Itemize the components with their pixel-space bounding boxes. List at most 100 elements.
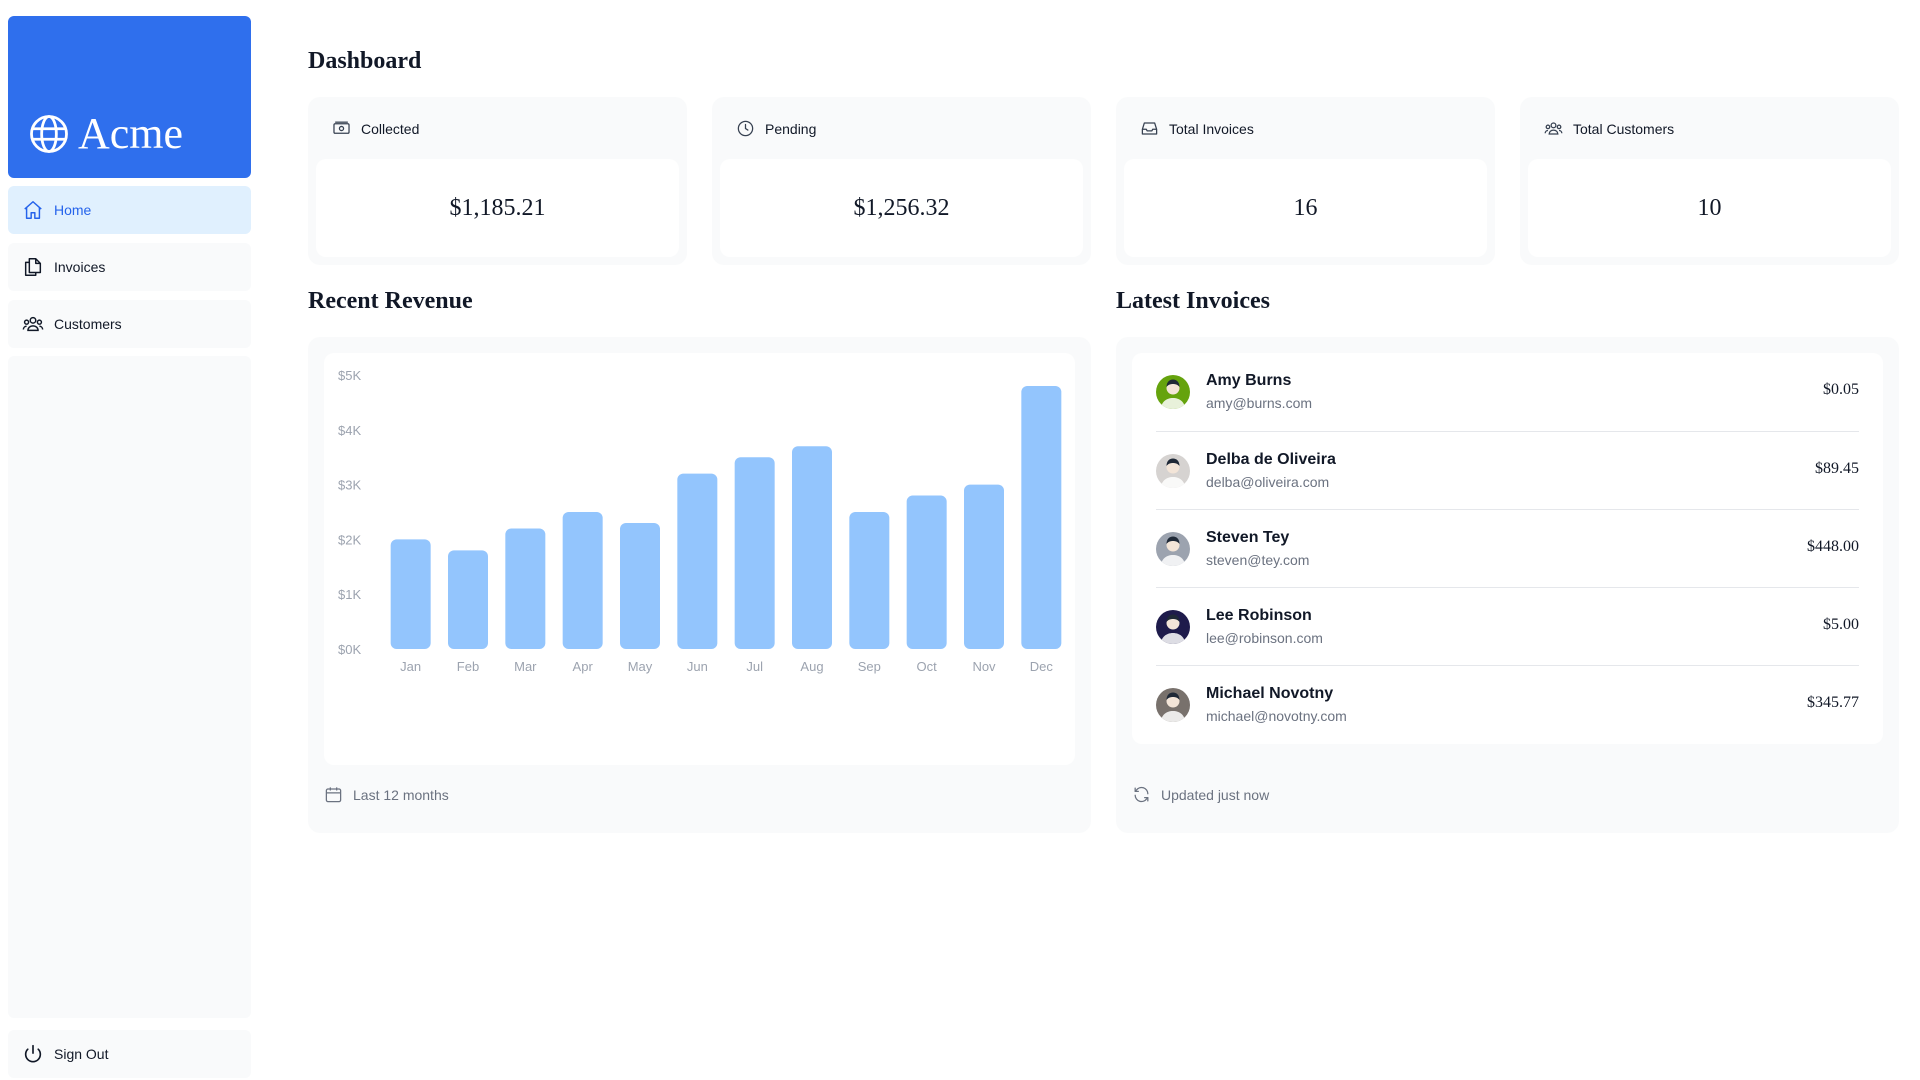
sidebar-spacer	[8, 356, 251, 1018]
card-collected: Collected $1,185.21	[308, 97, 687, 265]
revenue-bar-nov	[964, 484, 1004, 649]
invoice-customer-name: Lee Robinson	[1206, 607, 1312, 624]
x-tick-label: Apr	[573, 659, 594, 674]
invoice-customer-email: steven@tey.com	[1206, 552, 1310, 568]
x-tick-label: Mar	[514, 659, 537, 674]
invoice-amount: $0.05	[1823, 381, 1859, 398]
sidebar-item-home[interactable]: Home	[8, 186, 251, 234]
latest-invoices-title: Latest Invoices	[1116, 288, 1270, 314]
invoice-amount: $5.00	[1823, 616, 1859, 633]
invoice-customer-name: Delba de Oliveira	[1206, 451, 1336, 468]
avatar	[1156, 532, 1190, 566]
invoice-row[interactable]: Amy Burns amy@burns.com $0.05	[1156, 353, 1859, 431]
power-icon	[24, 1044, 42, 1063]
invoice-amount: $89.45	[1815, 460, 1859, 477]
latest-invoices-panel: Amy Burns amy@burns.com $0.05 Delba de O…	[1116, 337, 1899, 833]
invoice-customer-email: michael@novotny.com	[1206, 708, 1347, 724]
calendar-icon	[325, 787, 342, 803]
y-tick-label: $3K	[338, 478, 361, 493]
invoice-customer-name: Amy Burns	[1206, 372, 1292, 389]
sign-out-button[interactable]: Sign Out	[8, 1030, 251, 1078]
invoice-amount: $345.77	[1807, 694, 1859, 711]
x-tick-label: Dec	[1030, 659, 1054, 674]
invoice-customer-name: Steven Tey	[1206, 529, 1290, 546]
avatar	[1156, 454, 1190, 488]
revenue-bar-may	[620, 522, 660, 649]
document-duplicate-icon	[24, 258, 42, 276]
x-tick-label: Oct	[917, 659, 938, 674]
invoice-customer-email: delba@oliveira.com	[1206, 474, 1330, 490]
invoice-list: Amy Burns amy@burns.com $0.05 Delba de O…	[1132, 353, 1883, 744]
user-group-icon	[22, 316, 44, 332]
invoice-row[interactable]: Lee Robinson lee@robinson.com $5.00	[1156, 587, 1859, 665]
y-tick-label: $1K	[338, 587, 361, 602]
avatar	[1156, 610, 1190, 644]
revenue-bar-oct	[906, 495, 947, 649]
x-tick-label: Nov	[972, 659, 996, 674]
x-tick-label: May	[628, 659, 653, 674]
card-value: 16	[1124, 159, 1487, 257]
avatar	[1156, 688, 1190, 722]
card-title: Pending	[765, 120, 817, 137]
sidebar-item-label: Home	[54, 202, 92, 218]
home-icon	[24, 201, 42, 219]
x-tick-label: Jul	[746, 659, 763, 674]
x-tick-label: Jun	[687, 659, 708, 674]
avatar	[1156, 375, 1190, 409]
x-tick-label: Aug	[800, 659, 823, 674]
revenue-footer: Last 12 months	[324, 785, 449, 804]
revenue-bar-mar	[505, 528, 546, 649]
revenue-chart-svg: $5K $4K $3K $2K $1K $0K Jan Feb Mar Apr May Jun Jul A…	[338, 368, 1062, 674]
revenue-bar-apr	[562, 512, 603, 649]
sidebar: Acme Home Invoices Customers Sign Out	[8, 16, 251, 1080]
user-group-icon	[1544, 122, 1563, 135]
latest-invoices-footer-label: Updated just now	[1161, 786, 1270, 803]
revenue-bar-dec	[1021, 385, 1062, 649]
sidebar-item-customers[interactable]: Customers	[8, 300, 251, 348]
invoice-customer-email: amy@burns.com	[1206, 395, 1313, 411]
logo: Acme	[28, 112, 183, 156]
banknotes-icon	[333, 121, 350, 134]
sidebar-item-invoices[interactable]: Invoices	[8, 243, 251, 291]
y-tick-label: $2K	[338, 532, 361, 547]
x-tick-label: Feb	[457, 659, 479, 674]
y-tick-label: $0K	[338, 642, 361, 657]
revenue-chart: $5K $4K $3K $2K $1K $0K Jan Feb Mar Apr May Jun Jul A…	[324, 353, 1075, 765]
invoice-customer-name: Michael Novotny	[1206, 685, 1334, 702]
invoice-customer-email: lee@robinson.com	[1206, 630, 1323, 646]
card-title: Total Customers	[1573, 120, 1675, 137]
revenue-bar-jan	[390, 539, 431, 649]
revenue-bar-jun	[677, 473, 718, 649]
revenue-panel: $5K $4K $3K $2K $1K $0K Jan Feb Mar Apr May Jun Jul A…	[308, 337, 1091, 833]
card-total-invoices: Total Invoices 16	[1116, 97, 1495, 265]
revenue-bar-sep	[849, 512, 890, 649]
revenue-bar-jul	[734, 457, 775, 649]
y-tick-label: $5K	[338, 368, 361, 383]
sign-out-label: Sign Out	[54, 1046, 109, 1062]
invoice-row[interactable]: Michael Novotny michael@novotny.com $345…	[1156, 665, 1859, 743]
card-title: Collected	[361, 120, 420, 137]
page-title: Dashboard	[308, 48, 422, 74]
invoice-amount: $448.00	[1807, 538, 1859, 555]
clock-icon	[737, 120, 754, 137]
card-value: $1,256.32	[720, 159, 1083, 257]
revenue-bar-feb	[448, 550, 488, 649]
revenue-bar-aug	[792, 446, 832, 649]
y-tick-label: $4K	[338, 423, 361, 438]
invoice-row[interactable]: Steven Tey steven@tey.com $448.00	[1156, 509, 1859, 587]
revenue-footer-label: Last 12 months	[353, 786, 449, 803]
sidebar-item-label: Invoices	[54, 259, 106, 275]
card-value: 10	[1528, 159, 1891, 257]
x-tick-label: Jan	[400, 659, 421, 674]
inbox-icon	[1141, 122, 1158, 135]
logo-link[interactable]: Acme	[8, 16, 251, 178]
card-value: $1,185.21	[316, 159, 679, 257]
globe-icon	[30, 115, 68, 153]
card-pending: Pending $1,256.32	[712, 97, 1091, 265]
refresh-icon	[1134, 786, 1149, 803]
revenue-title: Recent Revenue	[308, 288, 473, 314]
sidebar-item-label: Customers	[54, 316, 122, 332]
latest-invoices-footer: Updated just now	[1132, 785, 1269, 804]
card-title: Total Invoices	[1169, 120, 1254, 137]
invoice-row[interactable]: Delba de Oliveira delba@oliveira.com $89…	[1156, 431, 1859, 509]
